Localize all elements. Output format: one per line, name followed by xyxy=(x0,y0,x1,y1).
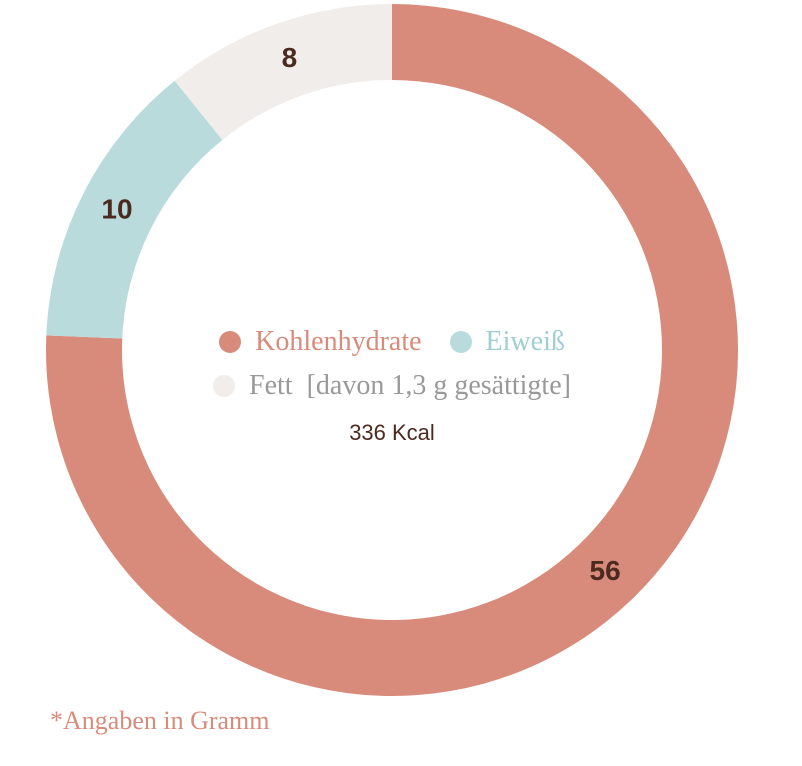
value-label: 8 xyxy=(282,42,298,73)
legend-entry: Eiweiß xyxy=(449,320,565,364)
legend-swatch xyxy=(449,331,472,353)
legend-entry: Kohlenhydrate xyxy=(219,320,422,364)
value-label: 56 xyxy=(590,555,621,586)
slice xyxy=(174,4,392,140)
legend-swatch xyxy=(219,331,242,353)
legend-entry: Fett [davon 1,3 g gesättigte] xyxy=(213,364,571,408)
value-label: 10 xyxy=(101,194,132,225)
legend-label: Fett [davon 1,3 g gesättigte] xyxy=(249,370,571,401)
legend-swatch xyxy=(213,375,236,397)
center-label: 336 Kcal xyxy=(349,420,435,445)
legend-label: Kohlenhydrate xyxy=(255,326,422,357)
footnote: *Angaben in Gramm xyxy=(50,706,270,735)
slice xyxy=(46,80,223,339)
legend-label: Eiweiß xyxy=(485,326,565,357)
legend: Kohlenhydrate Eiweiß Fett [davon 1,3 g ges… xyxy=(142,320,642,408)
